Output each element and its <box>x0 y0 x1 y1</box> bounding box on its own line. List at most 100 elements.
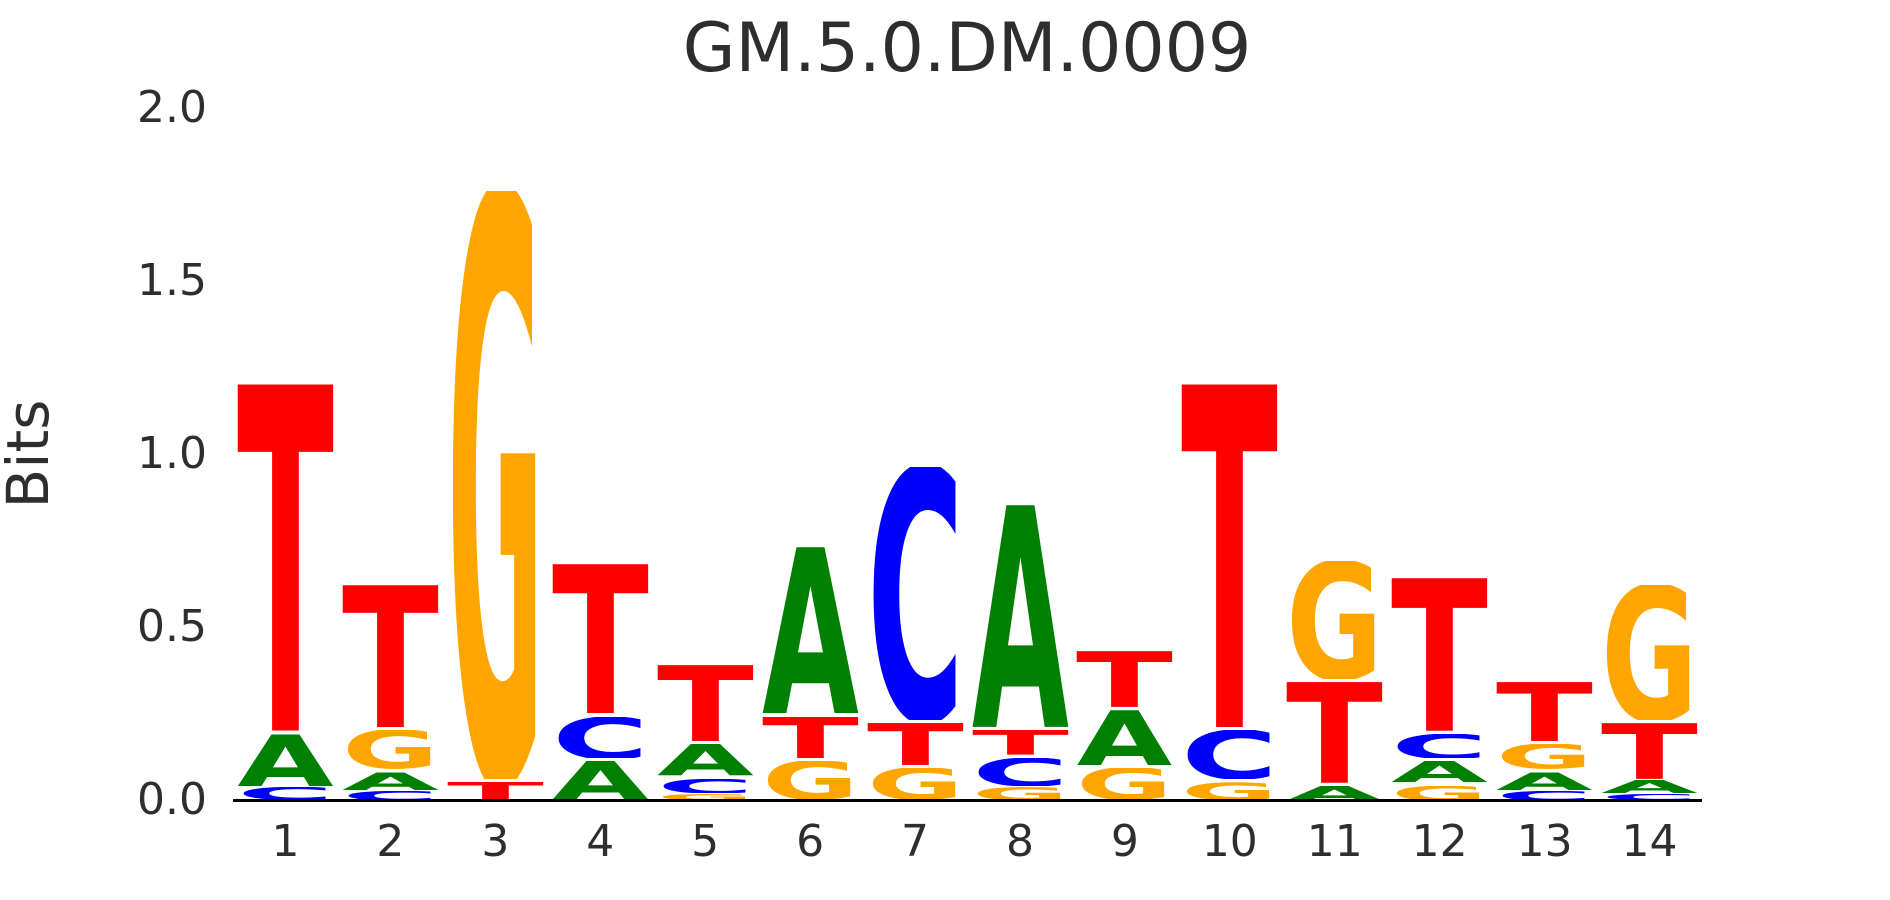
logo-letter-C: C <box>1389 731 1490 759</box>
svg-text:T: T <box>1601 723 1698 779</box>
logo-letter-C: C <box>1599 793 1700 800</box>
x-tick-label: 9 <box>1110 816 1139 867</box>
svg-text:G: G <box>447 191 544 780</box>
logo-letter-A: A <box>1389 758 1490 782</box>
logo-letter-T: T <box>1599 720 1700 779</box>
x-tick-label: 3 <box>481 816 510 867</box>
logo-letter-T: T <box>970 727 1071 755</box>
svg-text:A: A <box>1601 780 1698 793</box>
logo-letter-A: A <box>655 741 756 776</box>
x-tick-label: 13 <box>1516 816 1573 867</box>
logo-letter-G: G <box>445 188 546 780</box>
svg-text:T: T <box>1496 682 1593 741</box>
logo-letter-T: T <box>1284 679 1385 783</box>
logo-letter-T: T <box>1179 381 1280 727</box>
logo-letter-C: C <box>340 790 441 800</box>
logo-letter-G: G <box>1179 779 1280 800</box>
svg-text:T: T <box>657 665 754 742</box>
logo-letter-A: A <box>970 502 1071 727</box>
logo-letter-C: C <box>970 755 1071 786</box>
logo-letter-C: C <box>550 714 651 759</box>
svg-text:T: T <box>1181 384 1279 727</box>
svg-text:A: A <box>1076 710 1173 766</box>
y-tick-label: 1.0 <box>137 428 207 479</box>
logo-letter-C: C <box>235 786 336 800</box>
logo-letter-G: G <box>1389 783 1490 800</box>
x-tick-label: 5 <box>691 816 720 867</box>
svg-text:G: G <box>1286 561 1383 679</box>
x-tick-label: 2 <box>376 816 405 867</box>
logo-letter-A: A <box>1494 769 1595 790</box>
logo-letter-T: T <box>1494 679 1595 741</box>
svg-text:G: G <box>1391 786 1488 800</box>
logo-letter-A: A <box>1074 707 1175 766</box>
logo-letter-A: A <box>235 731 336 786</box>
logo-letter-G: G <box>1599 582 1700 720</box>
logo-letter-A: A <box>340 769 441 790</box>
logo-letter-A: A <box>1599 779 1700 793</box>
svg-text:A: A <box>1286 786 1383 800</box>
y-tick-label: 2.0 <box>137 82 207 133</box>
svg-text:G: G <box>1076 768 1173 800</box>
logo-letter-T: T <box>550 561 651 713</box>
svg-text:A: A <box>237 734 334 786</box>
logo-letter-T: T <box>655 662 756 742</box>
logo-letter-G: G <box>760 758 861 800</box>
svg-text:G: G <box>867 768 964 800</box>
svg-text:A: A <box>1496 772 1593 790</box>
chart-title: GM.5.0.DM.0009 <box>682 9 1252 88</box>
svg-text:G: G <box>972 787 1069 800</box>
logo-letter-A: A <box>760 544 861 714</box>
logo-letter-T: T <box>235 381 336 730</box>
svg-text:A: A <box>972 505 1069 727</box>
svg-text:C: C <box>1391 734 1488 759</box>
svg-text:G: G <box>762 761 859 800</box>
svg-text:C: C <box>972 758 1069 786</box>
svg-text:G: G <box>1601 585 1698 720</box>
logo-letter-G: G <box>1494 741 1595 769</box>
svg-text:A: A <box>1391 761 1488 782</box>
svg-text:C: C <box>657 779 754 793</box>
logo-letter-T: T <box>1389 575 1490 731</box>
x-tick-label: 6 <box>796 816 825 867</box>
x-tick-label: 1 <box>271 816 300 867</box>
svg-text:G: G <box>1181 782 1278 800</box>
svg-text:C: C <box>1181 730 1278 779</box>
logo-letter-T: T <box>760 714 861 759</box>
svg-text:T: T <box>342 585 439 727</box>
svg-text:T: T <box>1286 682 1383 783</box>
svg-text:C: C <box>237 787 334 800</box>
logo-letter-T: T <box>340 582 441 727</box>
svg-text:T: T <box>762 717 859 759</box>
logo-letter-C: C <box>1494 790 1595 800</box>
svg-text:G: G <box>1496 744 1593 769</box>
logo-letter-T: T <box>865 720 966 765</box>
logo-letter-G: G <box>970 786 1071 800</box>
x-tick-label: 8 <box>1005 816 1034 867</box>
svg-text:A: A <box>657 744 754 776</box>
logo-letter-G: G <box>1074 765 1175 800</box>
x-tick-label: 7 <box>901 816 930 867</box>
svg-text:T: T <box>1391 578 1488 731</box>
svg-text:G: G <box>657 794 754 800</box>
svg-text:A: A <box>762 547 859 714</box>
svg-text:C: C <box>342 791 439 800</box>
logo-letter-G: G <box>340 727 441 769</box>
logo-letter-A: A <box>550 758 651 800</box>
x-tick-label: 10 <box>1201 816 1258 867</box>
logo-letter-A: A <box>1284 783 1385 800</box>
svg-text:G: G <box>342 730 439 769</box>
logo-letter-C: C <box>865 464 966 720</box>
svg-text:A: A <box>342 772 439 790</box>
logo-letter-G: G <box>1284 558 1385 679</box>
svg-text:T: T <box>972 730 1069 755</box>
svg-text:C: C <box>1496 791 1593 800</box>
logo-letter-G: G <box>655 793 756 800</box>
x-tick-label: 14 <box>1621 816 1678 867</box>
svg-text:C: C <box>552 717 649 759</box>
x-tick-label: 11 <box>1306 816 1363 867</box>
x-tick-label: 12 <box>1411 816 1468 867</box>
y-tick-label: 0.5 <box>137 601 207 652</box>
svg-text:T: T <box>237 384 335 730</box>
